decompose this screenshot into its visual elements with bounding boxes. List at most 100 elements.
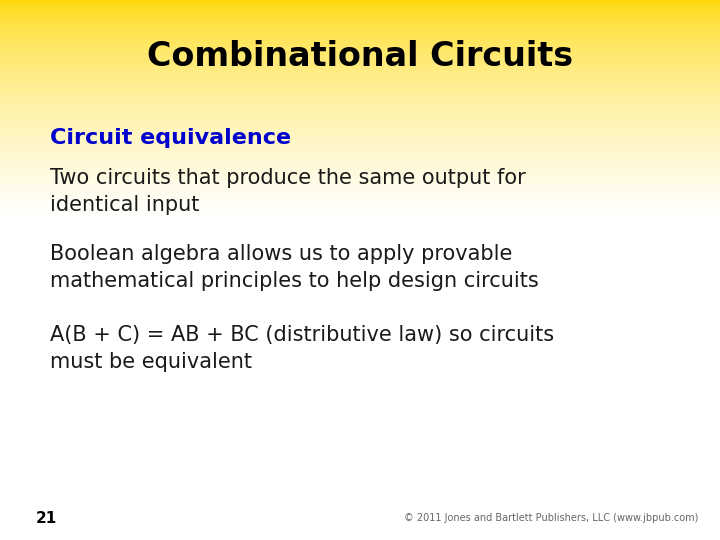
- Bar: [0, 15, 720, 16]
- Bar: [0, 31, 720, 32]
- Bar: [0, 123, 720, 124]
- Bar: [0, 531, 720, 532]
- Bar: [0, 312, 720, 313]
- Bar: [0, 175, 720, 176]
- Bar: [0, 285, 720, 286]
- Bar: [0, 438, 720, 440]
- Bar: [0, 25, 720, 26]
- Bar: [0, 366, 720, 367]
- Bar: [0, 137, 720, 138]
- Bar: [0, 235, 720, 237]
- Bar: [0, 75, 720, 76]
- Bar: [0, 510, 720, 511]
- Bar: [0, 490, 720, 491]
- Bar: [0, 405, 720, 406]
- Bar: [0, 191, 720, 192]
- Bar: [0, 181, 720, 183]
- Bar: [0, 456, 720, 457]
- Bar: [0, 325, 720, 326]
- Bar: [0, 216, 720, 217]
- Bar: [0, 341, 720, 342]
- Bar: [0, 260, 720, 261]
- Bar: [0, 373, 720, 374]
- Bar: [0, 403, 720, 404]
- Bar: [0, 2, 720, 3]
- Bar: [0, 214, 720, 215]
- Bar: [0, 103, 720, 104]
- Bar: [0, 92, 720, 93]
- Bar: [0, 527, 720, 528]
- Bar: [0, 453, 720, 454]
- Bar: [0, 473, 720, 474]
- Bar: [0, 168, 720, 170]
- Bar: [0, 257, 720, 258]
- Bar: [0, 367, 720, 368]
- Bar: [0, 492, 720, 494]
- Bar: [0, 269, 720, 270]
- Bar: [0, 150, 720, 151]
- Bar: [0, 64, 720, 65]
- Bar: [0, 8, 720, 9]
- Bar: [0, 310, 720, 311]
- Bar: [0, 431, 720, 432]
- Bar: [0, 167, 720, 168]
- Bar: [0, 30, 720, 31]
- Bar: [0, 241, 720, 242]
- Bar: [0, 436, 720, 437]
- Bar: [0, 293, 720, 294]
- Bar: [0, 59, 720, 60]
- Bar: [0, 50, 720, 51]
- Bar: [0, 450, 720, 451]
- Bar: [0, 461, 720, 462]
- Bar: [0, 302, 720, 303]
- Bar: [0, 375, 720, 376]
- Bar: [0, 54, 720, 55]
- Bar: [0, 523, 720, 524]
- Bar: [0, 449, 720, 450]
- Bar: [0, 225, 720, 226]
- Bar: [0, 60, 720, 62]
- Bar: [0, 498, 720, 499]
- Bar: [0, 18, 720, 19]
- Bar: [0, 517, 720, 518]
- Bar: [0, 239, 720, 240]
- Bar: [0, 227, 720, 228]
- Bar: [0, 70, 720, 71]
- Bar: [0, 253, 720, 254]
- Bar: [0, 507, 720, 508]
- Bar: [0, 249, 720, 251]
- Bar: [0, 478, 720, 480]
- Bar: [0, 131, 720, 132]
- Bar: [0, 356, 720, 357]
- Bar: [0, 427, 720, 428]
- Bar: [0, 470, 720, 471]
- Bar: [0, 414, 720, 415]
- Bar: [0, 497, 720, 498]
- Bar: [0, 363, 720, 364]
- Bar: [0, 52, 720, 53]
- Bar: [0, 384, 720, 386]
- Bar: [0, 66, 720, 67]
- Text: Two circuits that produce the same output for
identical input: Two circuits that produce the same outpu…: [50, 168, 526, 215]
- Bar: [0, 442, 720, 443]
- Bar: [0, 441, 720, 442]
- Bar: [0, 284, 720, 285]
- Bar: [0, 13, 720, 14]
- Bar: [0, 197, 720, 198]
- Bar: [0, 279, 720, 280]
- Bar: [0, 286, 720, 287]
- Bar: [0, 51, 720, 52]
- Bar: [0, 102, 720, 103]
- Bar: [0, 494, 720, 495]
- Bar: [0, 127, 720, 129]
- Bar: [0, 276, 720, 278]
- Bar: [0, 381, 720, 382]
- Bar: [0, 186, 720, 187]
- Bar: [0, 534, 720, 535]
- Bar: [0, 48, 720, 49]
- Bar: [0, 308, 720, 309]
- Bar: [0, 71, 720, 72]
- Bar: [0, 89, 720, 90]
- Bar: [0, 22, 720, 23]
- Bar: [0, 424, 720, 426]
